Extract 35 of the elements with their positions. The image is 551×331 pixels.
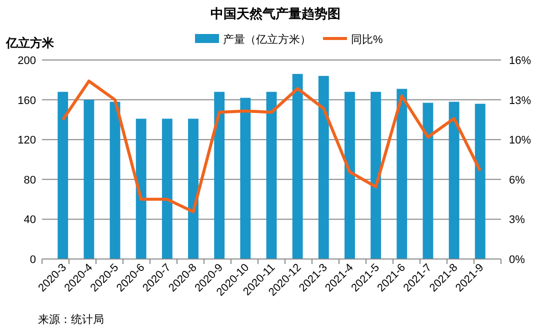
line-series: [61, 80, 482, 214]
bar: [422, 102, 434, 259]
y-tick-label: 200: [18, 55, 36, 67]
y2-tick-label: 13%: [509, 94, 532, 107]
y-tick-label: 120: [18, 134, 36, 147]
bar: [448, 102, 460, 259]
y2-tick-label: 3%: [509, 214, 526, 226]
bar: [58, 92, 68, 259]
bar: [84, 100, 94, 259]
bar: [110, 102, 120, 259]
bar: [136, 118, 146, 259]
bar: [474, 104, 486, 259]
y-tick-label: 80: [24, 174, 36, 186]
source-note: 来源：统计局: [38, 313, 104, 326]
y2-tick-label: 16%: [509, 55, 532, 67]
bar: [370, 92, 382, 259]
bar: [292, 74, 303, 259]
bar: [396, 88, 408, 259]
bar: [318, 76, 329, 259]
y2-tick-label: 6%: [509, 174, 526, 186]
bar: [240, 98, 251, 259]
bar: [188, 118, 198, 259]
legend-label: 产量（亿立方米）: [223, 33, 311, 46]
y-tick-label: 40: [24, 214, 36, 226]
chart-title: 中国天然气产量趋势图: [210, 6, 340, 21]
y2-tick-label: 0%: [509, 254, 526, 266]
bar: [344, 92, 355, 259]
y-axis-title: 亿立方米: [5, 36, 55, 50]
y-tick-label: 160: [18, 94, 36, 107]
bar: [162, 118, 172, 259]
bar: [266, 92, 277, 259]
legend-label: 同比%: [351, 33, 383, 46]
y-tick-label: 0: [30, 254, 36, 266]
bar: [214, 92, 225, 259]
y2-tick-label: 10%: [509, 134, 532, 147]
